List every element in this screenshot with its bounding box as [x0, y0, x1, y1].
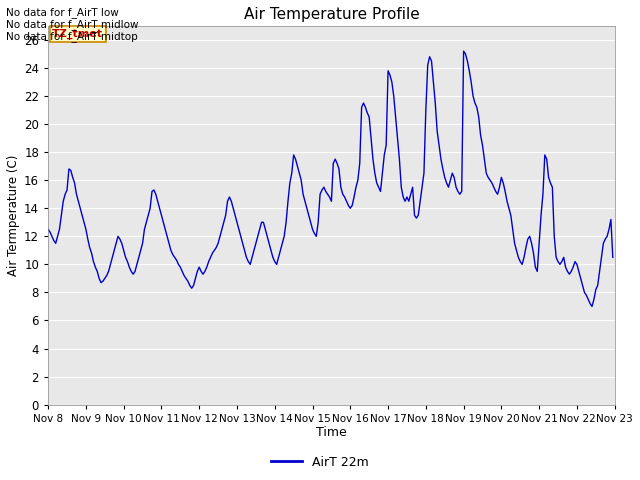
Text: No data for f_AirT midlow: No data for f_AirT midlow: [6, 19, 139, 30]
X-axis label: Time: Time: [316, 426, 347, 440]
Y-axis label: Air Termperature (C): Air Termperature (C): [7, 155, 20, 276]
Title: Air Temperature Profile: Air Temperature Profile: [244, 7, 419, 22]
Text: TZ_tmet: TZ_tmet: [52, 29, 103, 39]
Text: No data for f_AirT midtop: No data for f_AirT midtop: [6, 31, 138, 42]
Text: No data for f_AirT low: No data for f_AirT low: [6, 7, 119, 18]
Legend: AirT 22m: AirT 22m: [266, 451, 374, 474]
